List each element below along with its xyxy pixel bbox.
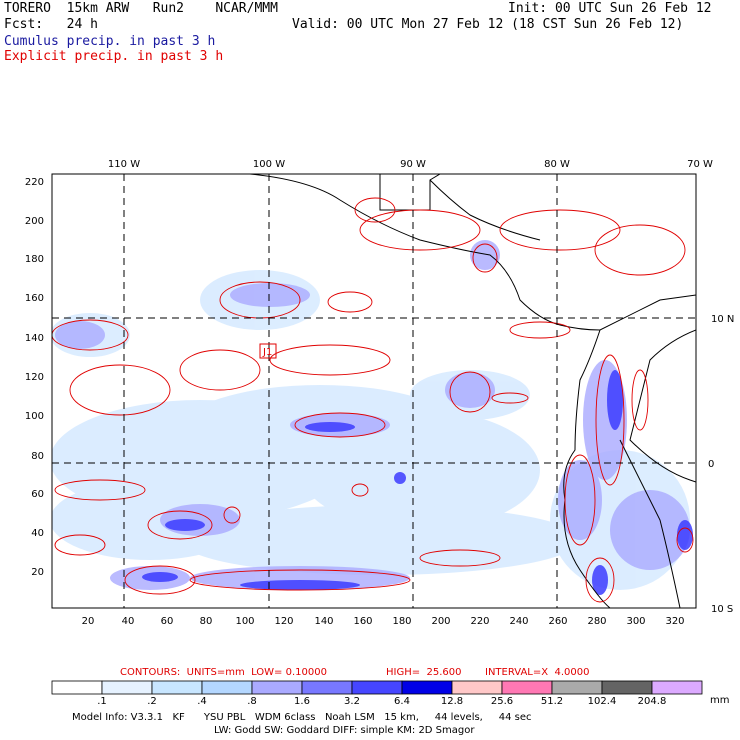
y-tick: 100 [25,411,44,422]
x-tick: 180 [392,616,411,627]
colorbar-swatch [401,680,453,695]
explicit-precip-contours [52,197,694,603]
lon-label: 90 W [400,159,426,170]
contour-interval: INTERVAL=X 4.0000 [485,667,590,678]
lat-label: 0 [708,459,714,470]
x-tick: 20 [82,616,95,627]
x-tick: 120 [274,616,293,627]
y-tick: 40 [31,528,44,539]
y-tick: 180 [25,254,44,265]
init-time: Init: 00 UTC Sun 26 Feb 12 [508,1,712,16]
colorbar-swatch [551,680,603,695]
y-tick: 220 [25,177,44,188]
y-tick: 80 [31,451,44,462]
colorbar-label: 25.6 [490,696,514,707]
x-tick: 80 [200,616,213,627]
y-tick: 140 [25,333,44,344]
contour-info: CONTOURS: UNITS=mm LOW= 0.10000 [120,667,327,678]
lat-lon-grid [52,174,696,608]
colorbar-label: .8 [247,696,257,707]
x-tick: 220 [470,616,489,627]
forecast-hour: Fcst: 24 h [4,17,98,32]
lon-label: 100 W [253,159,285,170]
colorbar-swatch [201,680,253,695]
colorbar-swatch [251,680,303,695]
colorbar-swatch [51,680,103,695]
model-info: Model Info: V3.3.1 KF YSU PBL WDM 6class… [72,712,532,723]
lat-label: 10 S [711,604,733,615]
colorbar-label: .2 [147,696,157,707]
colorbar-label: .1 [97,696,107,707]
map-field [52,174,696,608]
x-axis-ticks: 20 40 60 80 100 120 140 160 180 200 220 … [82,616,685,627]
colorbar-label: 12.8 [440,696,464,707]
y-tick: 20 [31,567,44,578]
light-precip-shading [52,270,690,590]
colorbar-swatch [351,680,403,695]
model-physics: LW: Godd SW: Goddard DIFF: simple KM: 2D… [214,725,475,736]
x-tick: 300 [626,616,645,627]
colorbar-swatch [601,680,653,695]
y-tick: 160 [25,293,44,304]
colorbar-swatch [301,680,353,695]
y-tick: 120 [25,372,44,383]
coastlines [249,174,696,608]
colorbar-swatch [501,680,553,695]
colorbar-label: 204.8 [637,696,667,707]
model-title: TORERO 15km ARW Run2 NCAR/MMM [4,1,278,16]
heavy-precip-shading [142,370,693,595]
colorbar-unit: mm [710,695,730,706]
colorbar-label: 102.4 [587,696,617,707]
colorbar-label: 51.2 [540,696,564,707]
y-axis-ticks: 220 200 180 160 140 120 100 80 60 40 20 [25,177,44,578]
x-tick: 200 [431,616,450,627]
lat-label: 10 N [711,314,734,325]
colorbar-label: .4 [197,696,207,707]
x-tick: 140 [314,616,333,627]
x-tick: 100 [235,616,254,627]
x-tick: 260 [548,616,567,627]
x-tick: 320 [665,616,684,627]
y-tick: 200 [25,216,44,227]
colorbar-label: 1.6 [294,696,310,707]
colorbar-swatch [101,680,153,695]
y-tick: 60 [31,489,44,500]
colorbar-label: 3.2 [344,696,360,707]
lon-label: 80 W [544,159,570,170]
lon-label: 110 W [108,159,140,170]
colorbar [51,680,703,695]
cumulus-legend: Cumulus precip. in past 3 h [4,34,216,49]
explicit-legend: Explicit precip. in past 3 h [4,49,224,64]
colorbar-label: 6.4 [394,696,410,707]
valid-time: Valid: 00 UTC Mon 27 Feb 12 (18 CST Sun … [292,17,684,32]
colorbar-swatch [651,680,703,695]
x-tick: 280 [587,616,606,627]
colorbar-swatch [451,680,503,695]
map-frame [51,173,697,609]
station-marker-label: J1 [262,347,272,358]
lon-label: 70 W [687,159,713,170]
contour-high: HIGH= 25.600 [386,667,462,678]
x-tick: 60 [161,616,174,627]
station-marker [259,343,277,359]
x-tick: 240 [509,616,528,627]
colorbar-swatch [151,680,203,695]
x-tick: 40 [122,616,135,627]
x-tick: 160 [353,616,372,627]
